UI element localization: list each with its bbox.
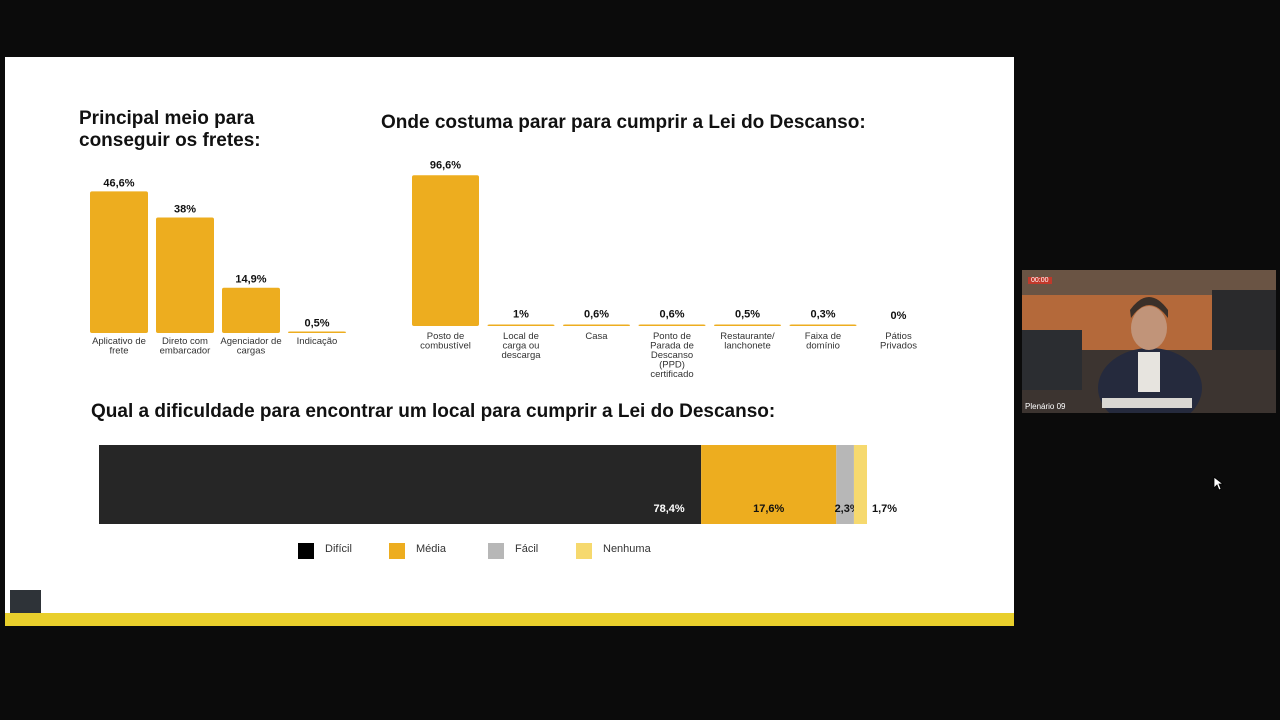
chart3-value-label: 2,3%: [835, 503, 860, 515]
chart2-category-label: Restaurante/lanchonete: [720, 331, 775, 352]
chart2-value-label: 0,6%: [659, 309, 684, 321]
speaker-video-tile[interactable]: 00:00 Plenário 09: [1022, 270, 1276, 413]
chart2-category-label: Faixa de domínio: [805, 331, 841, 352]
chart2-value-label: 0,5%: [735, 309, 760, 321]
chart1-bar: [222, 287, 280, 333]
chart2-bar: [714, 324, 781, 326]
chart1-category-label: Indicação: [297, 336, 338, 347]
chart1-value-label: 46,6%: [103, 177, 134, 189]
video-caption: Plenário 09: [1025, 402, 1066, 411]
charts-canvas: 46,6% Aplicativo de frete 38% Direto com emba…: [90, 159, 917, 524]
chart1-category-label: Direto com embarcador: [160, 336, 211, 357]
chart1-bar: [288, 331, 346, 333]
chart3-segment-1: [701, 445, 837, 524]
legend-label: Nenhuma: [603, 543, 651, 555]
chart2-value-label: 96,6%: [430, 159, 461, 171]
presentation-slide: Principal meio para conseguir os fretes:…: [5, 57, 1014, 626]
chart2-value-label: 1%: [513, 308, 529, 320]
chart2-category-label: Ponto de Parada de Descanso (PPD) certificad…: [650, 331, 694, 380]
chart1-value-label: 14,9%: [235, 274, 266, 286]
legend-swatch: [389, 543, 405, 559]
mouse-cursor-icon: [1213, 476, 1225, 491]
legend-label: Difícil: [325, 543, 352, 555]
chart2-bar: [563, 324, 630, 326]
chart3-segment-2: [836, 445, 854, 524]
chart2-category-label: Local de carga ou descarga: [501, 331, 541, 361]
chart1-value-label: 0,5%: [304, 317, 329, 329]
legend-label: Média: [416, 543, 446, 555]
chart3-value-label: 1,7%: [872, 503, 897, 515]
chart2-bar: [412, 175, 479, 326]
chart1-value-label: 38%: [174, 203, 196, 215]
chart1-bar: [156, 217, 214, 333]
slide-footer-bar: [5, 613, 1014, 626]
chart3-segment-0: [99, 445, 702, 524]
chart3-value-label: 78,4%: [654, 503, 685, 515]
chart1-category-label: Aplicativo de frete: [92, 336, 146, 357]
chart2-category-label: Posto de combustível: [420, 331, 471, 352]
chart2-category-label: Casa: [585, 331, 608, 342]
chart3-segment-3: [853, 445, 867, 524]
chart2-bar: [789, 324, 857, 326]
chart2-value-label: 0,6%: [584, 309, 609, 321]
chart3-value-label: 17,6%: [753, 503, 784, 515]
legend-label: Fácil: [515, 543, 539, 555]
recording-indicator: 00:00: [1028, 277, 1052, 284]
chart2-bar: [638, 324, 706, 326]
speaker-video-frame: [1022, 270, 1276, 413]
chart2-bar: [487, 324, 555, 326]
chart1-title: Principal meio para conseguir os fretes:: [79, 108, 261, 151]
chart1-bar: [90, 191, 148, 333]
legend-swatch: [298, 543, 314, 559]
chart3-title: Qual a dificuldade para encontrar um loc…: [91, 401, 776, 422]
legend-swatch: [576, 543, 592, 559]
chart2-category-label: Pátios Privados: [880, 331, 917, 352]
legend-swatch: [488, 543, 504, 559]
chart2-title: Onde costuma parar para cumprir a Lei do…: [381, 112, 866, 133]
chart1-category-label: Agenciador de cargas: [220, 336, 281, 357]
chart2-value-label: 0%: [891, 310, 907, 322]
chart2-value-label: 0,3%: [810, 309, 835, 321]
